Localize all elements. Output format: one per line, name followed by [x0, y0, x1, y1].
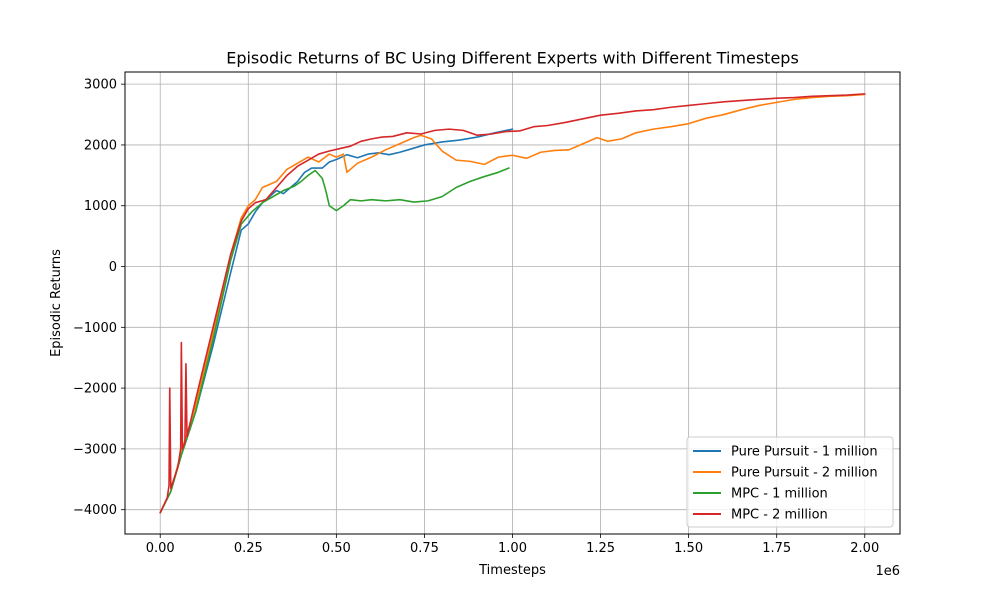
legend-label-4: MPC - 2 million [731, 508, 828, 523]
y-tick-label: −3000 [73, 442, 117, 457]
x-tick-label: 1.50 [674, 541, 703, 556]
grid [125, 72, 900, 534]
x-tick-label: 1.25 [586, 541, 615, 556]
x-tick-label: 0.00 [146, 541, 175, 556]
y-tick-label: 2000 [84, 138, 117, 153]
legend-label-2: Pure Pursuit - 2 million [731, 466, 878, 481]
ticks: 0.00 0.25 0.50 0.75 1.00 1.25 1.50 1.75 2.00 −400… [73, 78, 879, 556]
legend-label-3: MPC - 1 million [731, 487, 828, 502]
legend-label-1: Pure Pursuit - 1 million [731, 445, 878, 460]
series-line-3 [159, 167, 510, 514]
y-tick-label: −2000 [73, 382, 117, 397]
x-tick-label: 0.25 [234, 541, 263, 556]
y-tick-label: 3000 [84, 78, 117, 93]
series-line-2 [159, 93, 866, 514]
legend-box [686, 436, 894, 528]
y-tick-label: −1000 [73, 321, 117, 336]
x-tick-label: 0.50 [322, 541, 351, 556]
series-line-4 [159, 93, 866, 514]
y-axis-label: Episodic Returns [49, 249, 64, 357]
x-tick-label: 2.00 [850, 541, 879, 556]
x-axis-offset-label: 1e6 [875, 564, 900, 579]
x-tick-label: 1.00 [498, 541, 527, 556]
y-tick-label: −4000 [73, 503, 117, 518]
chart-title: Episodic Returns of BC Using Different E… [226, 49, 799, 68]
x-tick-label: 1.75 [762, 541, 791, 556]
series-layer [159, 93, 866, 514]
legend: Pure Pursuit - 1 million Pure Pursuit - 2… [686, 436, 894, 528]
y-tick-label: 0 [109, 260, 117, 275]
y-tick-label: 1000 [84, 199, 117, 214]
x-tick-label: 0.75 [410, 541, 439, 556]
x-axis-label: Timesteps [478, 563, 546, 578]
series-line-1 [159, 128, 514, 514]
